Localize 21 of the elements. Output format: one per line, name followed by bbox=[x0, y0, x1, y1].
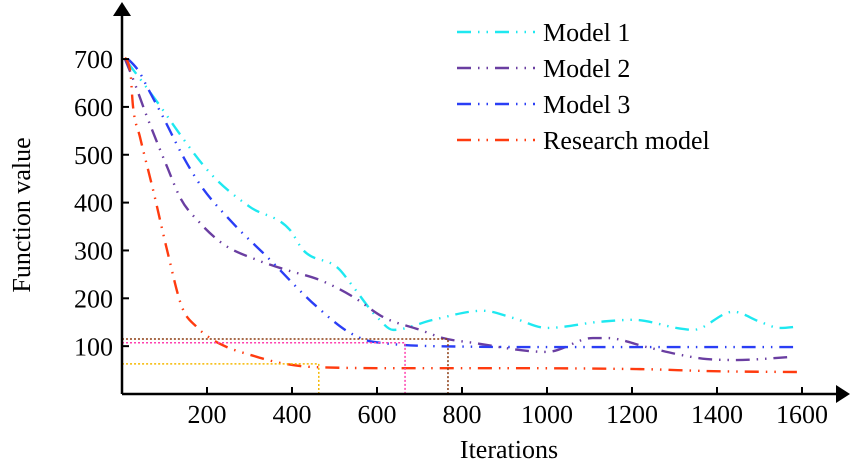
x-tick-label: 1400 bbox=[691, 400, 743, 429]
y-tick-label: 600 bbox=[74, 93, 113, 122]
y-tick-label: 200 bbox=[74, 284, 113, 314]
x-tick-label: 1000 bbox=[521, 400, 573, 429]
legend-label: Model 3 bbox=[543, 90, 630, 120]
legend-label: Research model bbox=[543, 126, 710, 156]
y-tick-label: 100 bbox=[74, 332, 113, 362]
x-axis-title: Iterations bbox=[460, 435, 558, 464]
x-tick-label: 400 bbox=[272, 400, 312, 429]
x-tick-label: 200 bbox=[188, 400, 226, 429]
x-tick-label: 1600 bbox=[776, 400, 828, 429]
y-tick-label: 400 bbox=[74, 188, 113, 218]
x-tick-label: 1200 bbox=[606, 400, 658, 429]
y-tick-label: 300 bbox=[74, 236, 113, 266]
y-axis-title: Function value bbox=[7, 137, 36, 293]
legend-label: Model 2 bbox=[543, 54, 630, 84]
x-tick-label: 800 bbox=[442, 400, 482, 429]
y-tick-label: 700 bbox=[74, 45, 113, 74]
y-tick-label: 500 bbox=[74, 140, 113, 170]
x-tick-label: 600 bbox=[358, 400, 396, 429]
legend-label: Model 1 bbox=[543, 18, 630, 48]
